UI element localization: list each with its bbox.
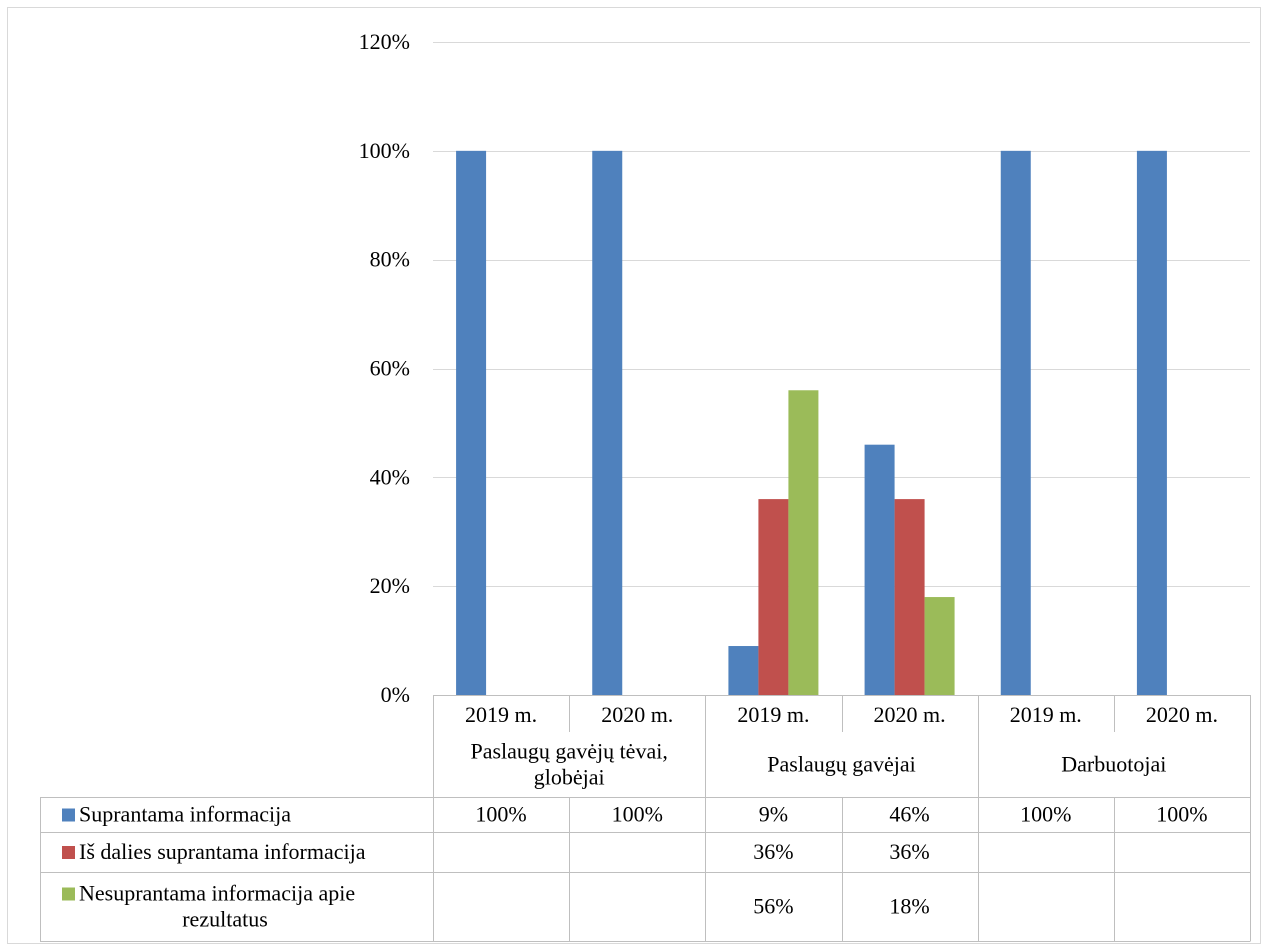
data-table-value: 18% bbox=[889, 894, 929, 919]
y-tick-label: 100% bbox=[359, 138, 410, 163]
bar bbox=[1000, 150, 1031, 696]
data-table-value: 100% bbox=[1156, 802, 1207, 827]
x-tick-label: 2020 m. bbox=[601, 702, 673, 727]
bar bbox=[864, 444, 895, 695]
group-label: Darbuotojai bbox=[1061, 752, 1166, 777]
group-label: globėjai bbox=[534, 765, 605, 790]
legend-label: Iš dalies suprantama informacija bbox=[79, 839, 366, 864]
bar bbox=[894, 499, 925, 695]
y-tick-label: 80% bbox=[370, 247, 410, 272]
legend-label: Nesuprantama informacija apie bbox=[79, 881, 355, 906]
bar bbox=[924, 597, 955, 695]
legend-label: rezultatus bbox=[182, 907, 268, 932]
y-tick-label: 120% bbox=[359, 29, 410, 54]
x-tick-label: 2020 m. bbox=[1146, 702, 1218, 727]
bar bbox=[1136, 150, 1167, 696]
bar bbox=[592, 150, 623, 696]
legend-swatch bbox=[62, 887, 75, 901]
data-table-value: 56% bbox=[753, 894, 793, 919]
y-tick-label: 40% bbox=[370, 464, 410, 489]
bar bbox=[456, 150, 487, 696]
y-tick-label: 0% bbox=[381, 682, 410, 707]
bar bbox=[788, 390, 819, 695]
data-table-value: 100% bbox=[1020, 802, 1071, 827]
legend-label: Suprantama informacija bbox=[79, 802, 291, 827]
data-table-value: 46% bbox=[889, 802, 929, 827]
x-tick-label: 2019 m. bbox=[465, 702, 537, 727]
x-tick-label: 2019 m. bbox=[737, 702, 809, 727]
data-table-value: 100% bbox=[475, 802, 526, 827]
y-tick-label: 60% bbox=[370, 356, 410, 381]
legend-swatch bbox=[62, 846, 75, 859]
bar bbox=[728, 646, 759, 695]
data-table-value: 100% bbox=[612, 802, 663, 827]
group-label: Paslaugų gavėjai bbox=[767, 752, 915, 777]
bar bbox=[758, 499, 789, 695]
legend-swatch bbox=[62, 808, 75, 822]
y-tick-label: 20% bbox=[370, 573, 410, 598]
data-table-value: 36% bbox=[753, 839, 793, 864]
group-label: Paslaugų gavėjų tėvai, bbox=[470, 739, 667, 764]
chart-border bbox=[7, 7, 1261, 944]
x-tick-label: 2019 m. bbox=[1010, 702, 1082, 727]
data-table-value: 9% bbox=[759, 802, 788, 827]
x-tick-label: 2020 m. bbox=[874, 702, 946, 727]
data-table-value: 36% bbox=[889, 839, 929, 864]
